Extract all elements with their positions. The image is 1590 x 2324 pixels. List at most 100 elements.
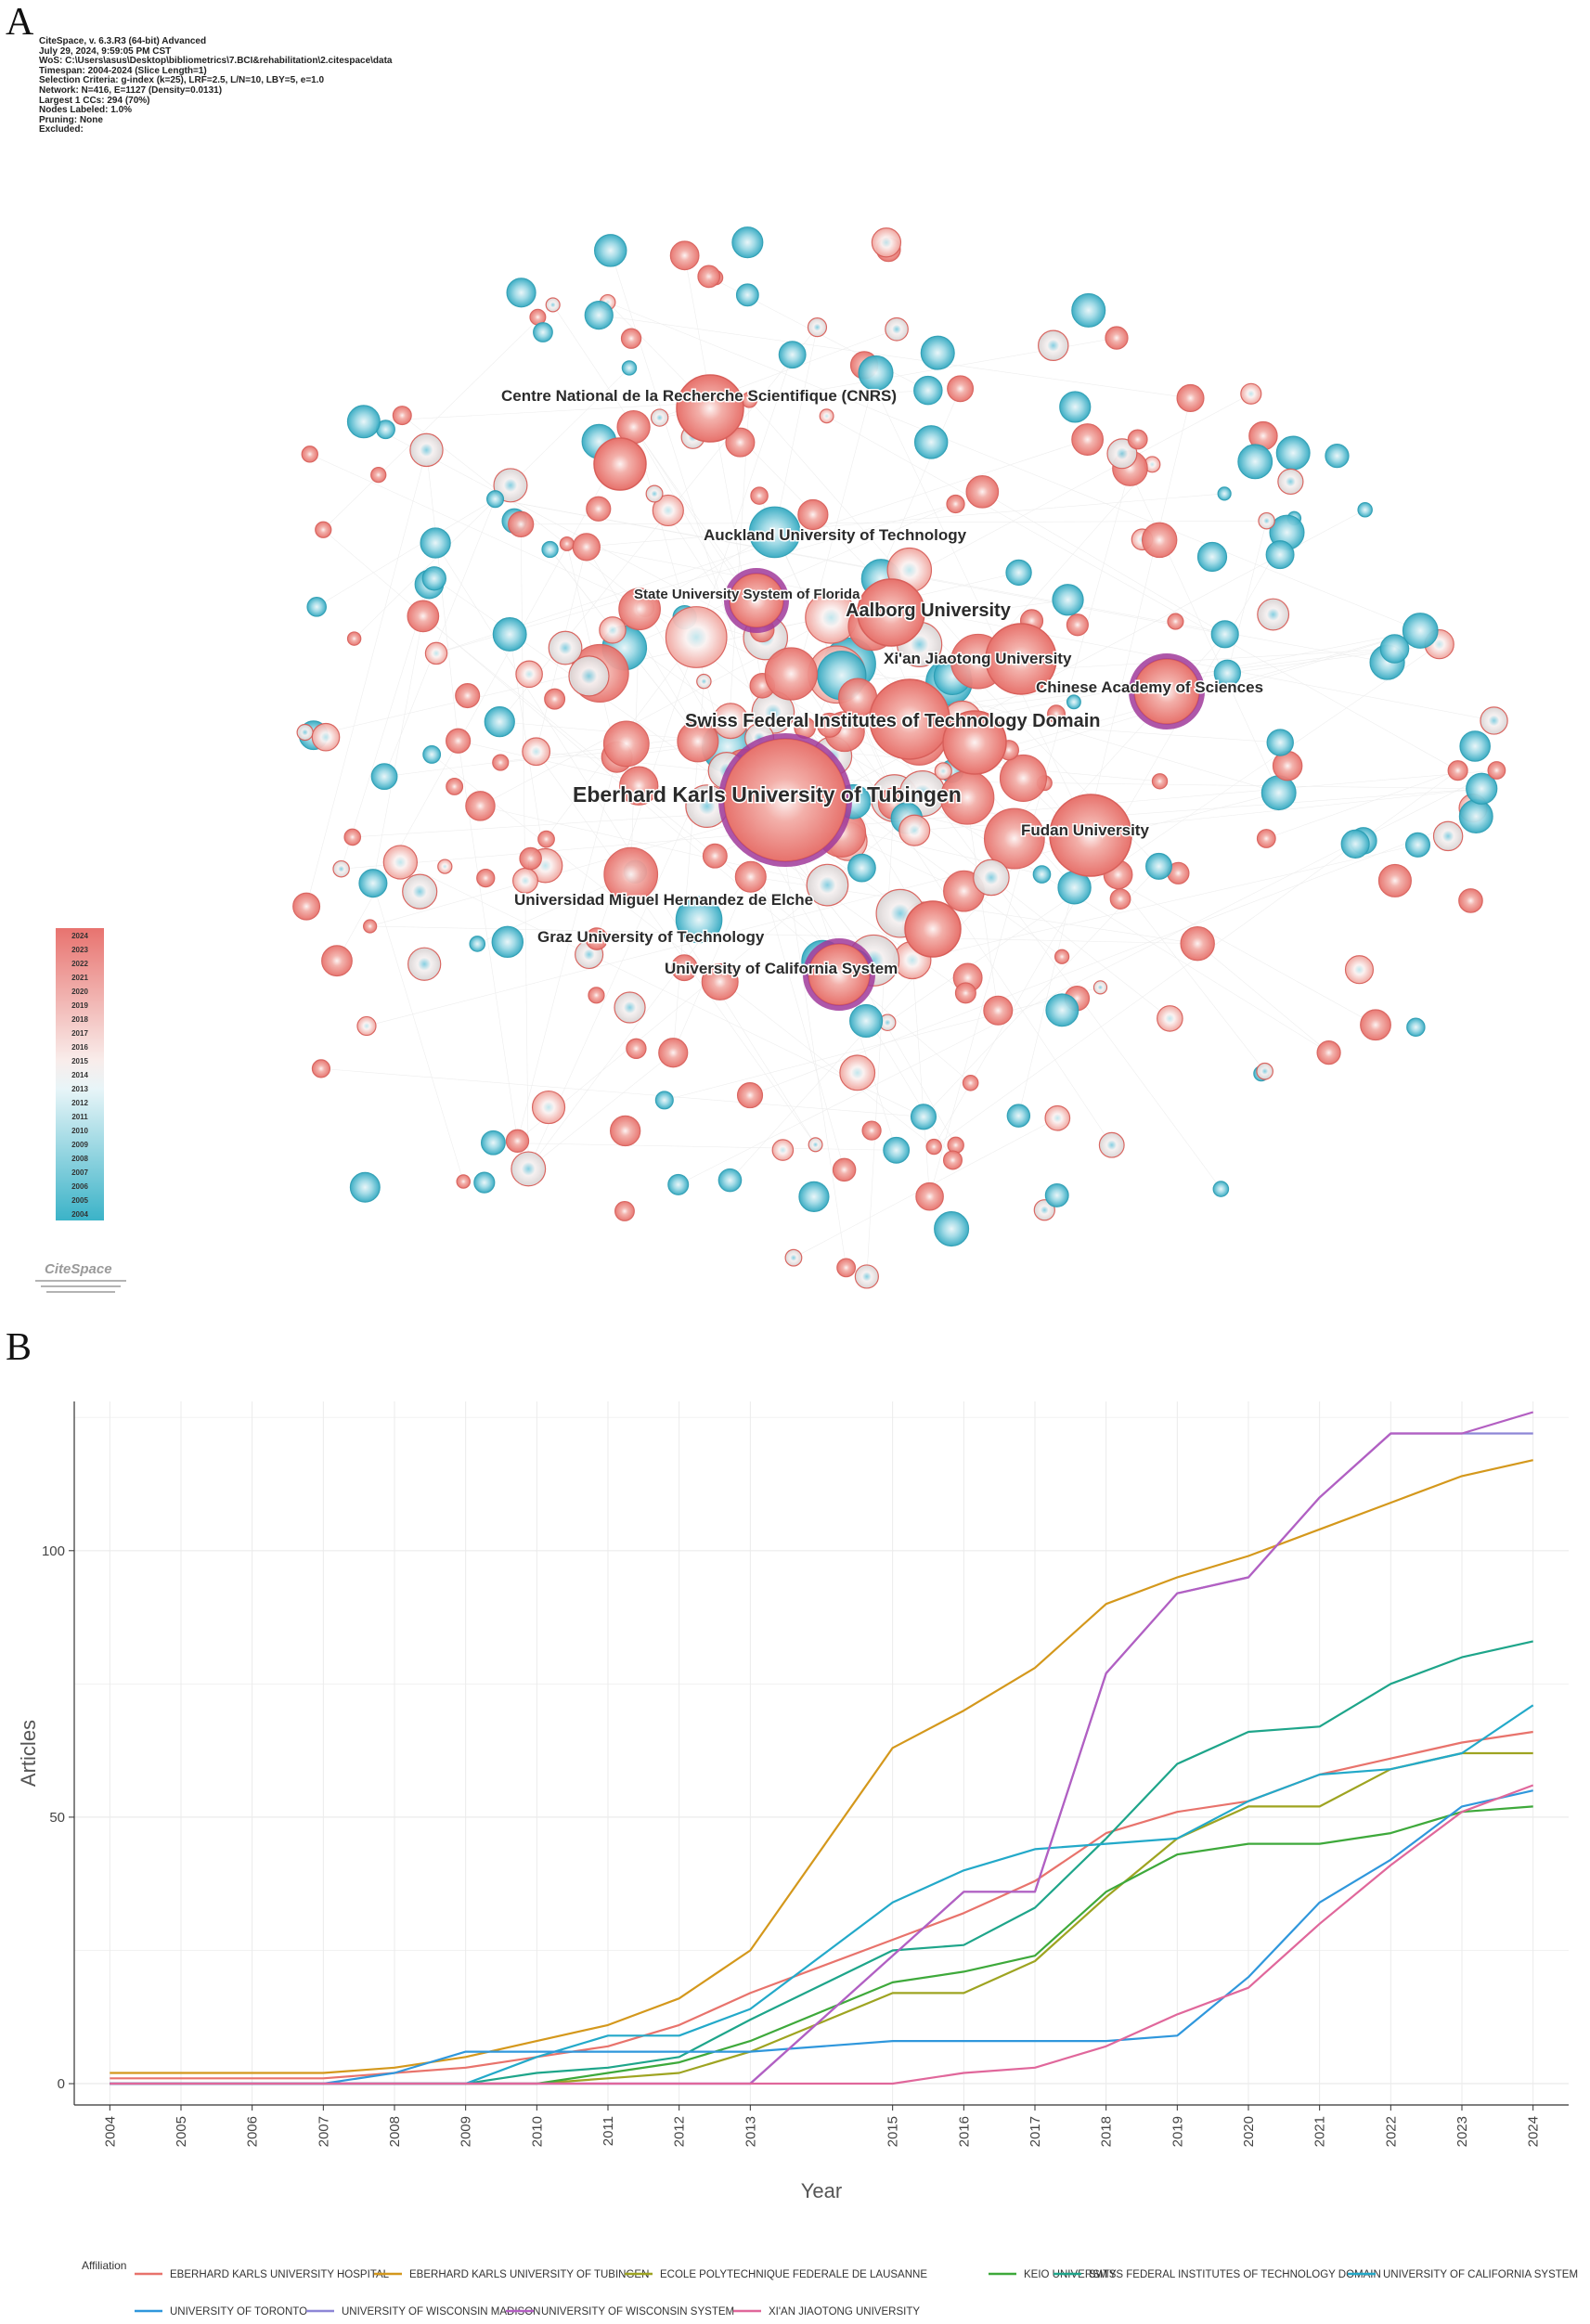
institution-node: [725, 427, 756, 458]
institution-node: [665, 606, 728, 668]
institution-node: [1066, 694, 1081, 710]
institution-node: [1459, 730, 1491, 762]
institution-node: [533, 322, 553, 342]
institution-node: [1045, 993, 1079, 1027]
x-tick-label: 2010: [529, 2116, 545, 2147]
metadata-line: July 29, 2024, 9:59:05 PM CST: [39, 45, 172, 57]
x-tick-label: 2013: [743, 2116, 758, 2147]
network-node-label: Universidad Miguel Hernandez de Elche: [514, 891, 813, 909]
institution-node: [962, 1075, 979, 1091]
institution-node: [1406, 1017, 1426, 1037]
metadata-line: Timespan: 2004-2024 (Slice Length=1): [39, 65, 207, 76]
institution-node: [492, 617, 527, 652]
institution-node: [469, 936, 486, 952]
institution-node: [735, 283, 759, 307]
legend-label: SWISS FEDERAL INSTITUTES OF TECHNOLOGY D…: [1089, 2269, 1381, 2280]
institution-node: [296, 723, 314, 742]
network-node-label: Auckland University of Technology: [704, 526, 967, 544]
institution-node: [1377, 863, 1412, 897]
institution-node: [321, 945, 353, 977]
institution-node: [677, 720, 719, 763]
institution-node: [392, 406, 412, 426]
institution-node: [332, 859, 350, 878]
network-node-label: Chinese Academy of Sciences: [1036, 678, 1263, 696]
metadata-line: WoS: C:\Users\asus\Desktop\bibliometrics…: [39, 56, 393, 67]
institution-node: [1340, 829, 1370, 859]
institution-node: [531, 1090, 566, 1125]
institution-node: [456, 1174, 472, 1189]
institution-node: [584, 300, 614, 330]
metadata-line: Pruning: None: [39, 114, 103, 125]
year-scale-label: 2006: [71, 1182, 88, 1191]
legend-label: UNIVERSITY OF TORONTO: [170, 2306, 307, 2318]
series-line: [110, 1789, 1533, 2085]
x-tick-label: 2021: [1312, 2116, 1328, 2147]
institution-node: [491, 925, 524, 959]
institution-node: [861, 1120, 882, 1141]
institution-node-large: [985, 623, 1057, 695]
articles-line-chart: 2004 2005 2006 2007 2008 2009 2010 2011 2012 2013…: [17, 1401, 1578, 2318]
institution-node: [614, 1201, 635, 1221]
year-scale-label: 2013: [71, 1085, 88, 1093]
institution-node: [603, 846, 659, 902]
institution-node: [343, 828, 362, 846]
year-scale-label: 2008: [71, 1155, 88, 1163]
institution-node: [537, 830, 555, 848]
institution-node: [910, 1104, 937, 1130]
institution-node: [883, 1136, 911, 1164]
y-tick-label: 100: [42, 1543, 65, 1559]
institution-node: [1257, 598, 1290, 631]
institution-node-large: [869, 678, 950, 760]
institution-node: [1047, 704, 1066, 724]
institution-node: [778, 341, 807, 369]
year-scale-label: 2010: [71, 1127, 88, 1135]
institution-node: [819, 408, 834, 424]
institution-node: [871, 227, 902, 258]
x-tick-label: 2006: [245, 2116, 261, 2147]
institution-node: [652, 494, 684, 527]
panel-label-b: B: [6, 1326, 32, 1369]
x-tick-label: 2017: [1028, 2116, 1043, 2147]
year-scale-label: 2012: [71, 1099, 88, 1107]
institution-node: [1217, 486, 1232, 501]
institution-node: [1212, 1181, 1230, 1197]
institution-node: [455, 683, 481, 709]
institution-node: [1092, 980, 1108, 995]
institution-node: [522, 737, 551, 767]
institution-node: [999, 754, 1048, 803]
institution-node: [446, 777, 464, 795]
chart-legend: Affiliation EBERHARD KARLS UNIVERSITY HOS…: [82, 2259, 1578, 2318]
year-scale-label: 2020: [71, 988, 88, 996]
institution-node: [1316, 1040, 1341, 1065]
x-tick-label: 2004: [102, 2116, 118, 2147]
institution-node: [512, 867, 538, 894]
series-line: [110, 1459, 1533, 2074]
institution-node: [614, 991, 646, 1024]
institution-node: [658, 1038, 689, 1068]
institution-node: [1266, 729, 1294, 756]
institution-node: [1006, 1104, 1031, 1128]
institution-node: [421, 566, 446, 591]
institution-node: [750, 486, 769, 505]
institution-node: [839, 1054, 876, 1091]
institution-node: [1032, 865, 1052, 884]
institution-node: [947, 375, 975, 403]
institution-node: [1256, 1062, 1273, 1080]
institution-node: [913, 425, 949, 459]
year-scale-label: 2007: [71, 1168, 88, 1177]
institution-node: [650, 408, 669, 427]
year-scale-label: 2019: [71, 1001, 88, 1010]
x-tick-label: 2011: [601, 2116, 616, 2146]
institution-node: [492, 754, 510, 771]
network-node-label: Swiss Federal Institutes of Technology D…: [685, 711, 1100, 731]
institution-node: [1402, 613, 1439, 649]
institution-node: [1260, 775, 1297, 811]
institution-node: [599, 616, 627, 644]
institution-node: [858, 355, 894, 391]
institution-node: [1066, 613, 1089, 637]
institution-node: [983, 807, 1045, 870]
x-tick-label: 2005: [174, 2116, 189, 2147]
institution-node: [402, 873, 438, 910]
legend-label: UNIVERSITY OF CALIFORNIA SYSTEM: [1383, 2269, 1578, 2280]
institution-node: [836, 1258, 857, 1278]
